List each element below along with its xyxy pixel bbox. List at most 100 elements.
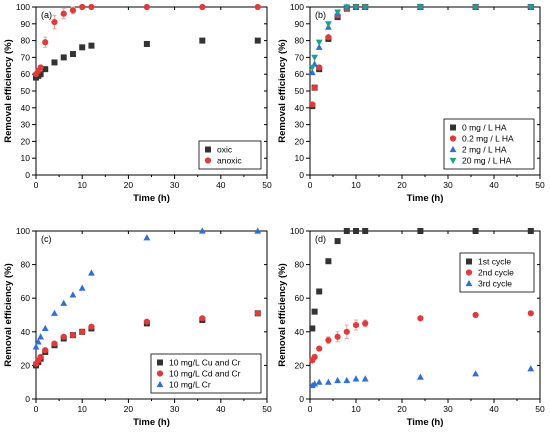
legend-label: 20 mg / L HA	[462, 156, 512, 166]
x-axis-title: Time (h)	[133, 193, 170, 204]
data-point	[37, 64, 44, 71]
x-tick-label: 40	[489, 180, 499, 190]
data-point	[51, 340, 58, 347]
data-point	[417, 315, 424, 322]
x-axis-title: Time (h)	[133, 417, 170, 428]
legend-label: 0 mg / L HA	[462, 123, 507, 133]
y-tick-label: 30	[21, 120, 31, 130]
chart-panel-1: 0 10 20 30 40 50 0 10 20 30 40 50 60 70 80 90 100 Time (h…	[3, 2, 272, 204]
data-point	[69, 51, 76, 58]
y-tick-label: 60	[21, 69, 31, 79]
y-axis-title: Removal efficiency (%)	[277, 263, 288, 366]
data-point	[417, 228, 424, 234]
x-tick-label: 0	[308, 404, 313, 414]
data-point	[417, 373, 424, 380]
data-point	[325, 34, 332, 41]
data-point	[311, 353, 318, 361]
data-point	[42, 66, 49, 73]
legend-marker	[449, 157, 457, 165]
y-axis-title: Removal efficiency (%)	[3, 263, 14, 366]
data-point	[352, 4, 360, 11]
data-point	[60, 299, 68, 306]
data-point	[32, 343, 40, 350]
x-tick-label: 20	[397, 180, 407, 190]
y-tick-label: 30	[295, 120, 305, 130]
data-point	[343, 4, 351, 11]
data-point	[42, 39, 49, 46]
data-point	[315, 39, 323, 46]
data-point	[527, 365, 535, 372]
data-point	[361, 375, 369, 382]
y-tick-label: 80	[21, 260, 31, 270]
data-point	[69, 332, 77, 339]
series-4	[308, 4, 535, 72]
y-tick-label: 50	[295, 86, 305, 96]
data-point	[79, 328, 86, 335]
data-point	[254, 3, 261, 11]
data-point	[60, 10, 67, 17]
legend-box	[443, 118, 535, 170]
data-point	[311, 54, 318, 61]
data-point	[88, 269, 95, 276]
y-tick-label: 40	[21, 327, 31, 337]
data-point	[143, 318, 150, 325]
data-point	[311, 84, 318, 91]
data-point	[254, 227, 262, 234]
data-point	[343, 228, 350, 234]
data-point	[316, 288, 323, 295]
x-axis-title: Time (h)	[407, 193, 444, 204]
data-point	[325, 337, 332, 344]
x-tick-label: 40	[216, 180, 226, 190]
data-point	[527, 228, 534, 234]
x-axis-title: Time (h)	[407, 417, 444, 428]
data-point	[37, 71, 44, 78]
data-point	[199, 315, 206, 322]
legend-marker	[156, 380, 164, 388]
chart-panel-3: 0 10 20 30 40 50 0 20 40 60 80 100 Time (h) Removal e…	[3, 226, 272, 428]
y-tick-label: 0	[299, 170, 304, 180]
panel-label: (c)	[41, 234, 52, 244]
data-point	[51, 19, 58, 26]
panel-label: (a)	[41, 10, 52, 20]
legend-label: 2nd cycle	[478, 268, 514, 278]
data-point	[88, 3, 95, 11]
legend-marker	[465, 269, 473, 276]
x-tick-label: 10	[351, 404, 361, 414]
legend-label: 1st cycle	[478, 257, 511, 267]
data-point	[316, 345, 323, 352]
data-point	[37, 353, 44, 361]
series-3	[308, 3, 535, 76]
legend-box	[150, 353, 262, 394]
y-tick-label: 60	[21, 293, 31, 303]
x-tick-label: 50	[262, 404, 272, 414]
data-point	[352, 375, 360, 382]
data-point	[362, 228, 369, 234]
y-tick-label: 10	[21, 153, 31, 163]
x-tick-label: 0	[34, 404, 39, 414]
x-tick-label: 20	[124, 404, 134, 414]
data-point	[334, 376, 341, 384]
data-point	[472, 370, 479, 377]
legend-marker	[466, 258, 472, 265]
data-point	[343, 376, 351, 384]
x-tick-label: 10	[77, 404, 87, 414]
y-tick-label: 60	[295, 69, 305, 79]
y-tick-label: 100	[16, 2, 30, 12]
y-tick-label: 80	[295, 260, 305, 270]
legend-marker	[449, 135, 457, 142]
legend-box	[459, 252, 535, 293]
legend-label: 10 mg/L Cr	[169, 380, 211, 390]
y-tick-label: 20	[21, 360, 31, 370]
y-tick-label: 0	[25, 170, 30, 180]
legend-marker	[157, 359, 163, 366]
y-tick-label: 40	[295, 103, 305, 113]
data-point	[198, 227, 206, 234]
y-axis-title: Removal efficiency (%)	[277, 39, 288, 142]
chart-panel-2: 0 10 20 30 40 50 0 10 20 30 40 50 60 70 80 90 100 Time (h…	[277, 2, 545, 204]
data-point	[199, 3, 206, 11]
data-point	[308, 68, 316, 76]
